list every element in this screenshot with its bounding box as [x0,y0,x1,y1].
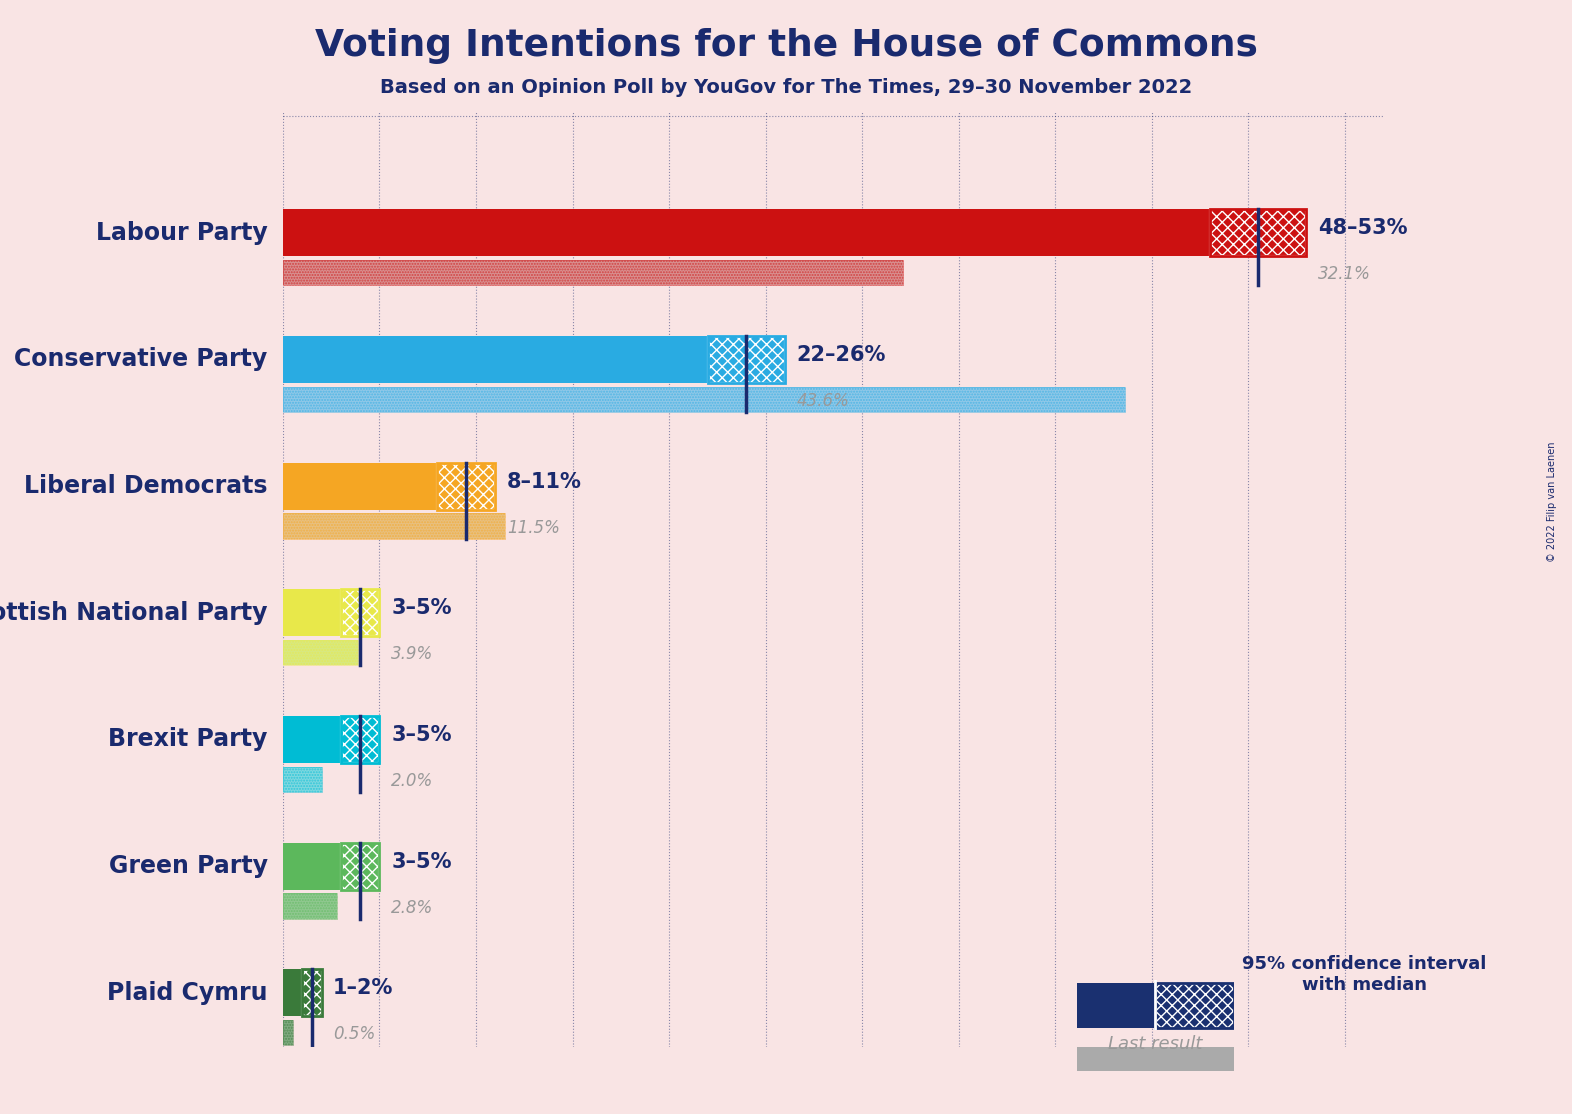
Text: 11.5%: 11.5% [506,519,560,537]
Bar [1155,983,1234,1028]
Bar [283,387,1124,412]
Bar [283,716,341,763]
Bar [341,842,379,890]
Bar [341,589,379,636]
Text: 22–26%: 22–26% [797,345,887,365]
Text: 48–53%: 48–53% [1317,218,1407,238]
Bar [283,893,336,919]
Bar [302,969,322,1016]
Text: 3–5%: 3–5% [391,725,451,745]
Bar [707,335,784,383]
Text: 3–5%: 3–5% [391,851,451,871]
Text: 3–5%: 3–5% [391,598,451,618]
Text: Voting Intentions for the House of Commons: Voting Intentions for the House of Commo… [314,28,1258,63]
Text: Scottish National Party: Scottish National Party [0,600,267,625]
Bar [283,589,341,636]
Bar [283,639,358,665]
Bar [1155,983,1234,1028]
Text: 1–2%: 1–2% [333,978,393,998]
Text: 3.9%: 3.9% [391,645,434,664]
Bar [283,766,322,792]
Bar [302,969,322,1016]
Bar [283,260,902,285]
Bar [283,842,341,890]
Bar [283,462,437,509]
Text: 8–11%: 8–11% [506,471,582,491]
Text: Based on an Opinion Poll by YouGov for The Times, 29–30 November 2022: Based on an Opinion Poll by YouGov for T… [380,78,1192,97]
Text: 43.6%: 43.6% [797,392,849,410]
Text: 2.8%: 2.8% [391,899,434,917]
Bar [341,842,379,890]
Bar [1077,983,1155,1028]
Bar [283,893,336,919]
Bar [283,1020,292,1045]
Bar [283,514,505,538]
Bar [1209,209,1306,256]
Bar [341,589,379,636]
Bar [283,969,302,1016]
Text: 95% confidence interval
with median: 95% confidence interval with median [1242,956,1486,994]
Text: Conservative Party: Conservative Party [14,348,267,371]
Text: © 2022 Filip van Laenen: © 2022 Filip van Laenen [1547,441,1556,561]
Bar [437,462,495,509]
Bar [437,462,495,509]
Text: 0.5%: 0.5% [333,1026,376,1044]
Bar [283,335,707,383]
Text: Labour Party: Labour Party [96,221,267,245]
Text: Green Party: Green Party [108,854,267,878]
Bar [283,514,505,538]
Bar [283,209,1209,256]
Bar [341,716,379,763]
Text: 32.1%: 32.1% [1317,265,1371,283]
Text: Liberal Democrats: Liberal Democrats [24,475,267,498]
Bar [283,766,322,792]
Text: 2.0%: 2.0% [391,772,434,790]
Bar [283,639,358,665]
Bar [341,716,379,763]
Bar [707,335,784,383]
Bar [283,260,902,285]
Bar [1209,209,1306,256]
Text: Plaid Cymru: Plaid Cymru [107,980,267,1005]
Bar [283,387,1124,412]
Bar [283,1020,292,1045]
Text: Last result: Last result [1108,1035,1203,1053]
Text: Brexit Party: Brexit Party [108,727,267,752]
